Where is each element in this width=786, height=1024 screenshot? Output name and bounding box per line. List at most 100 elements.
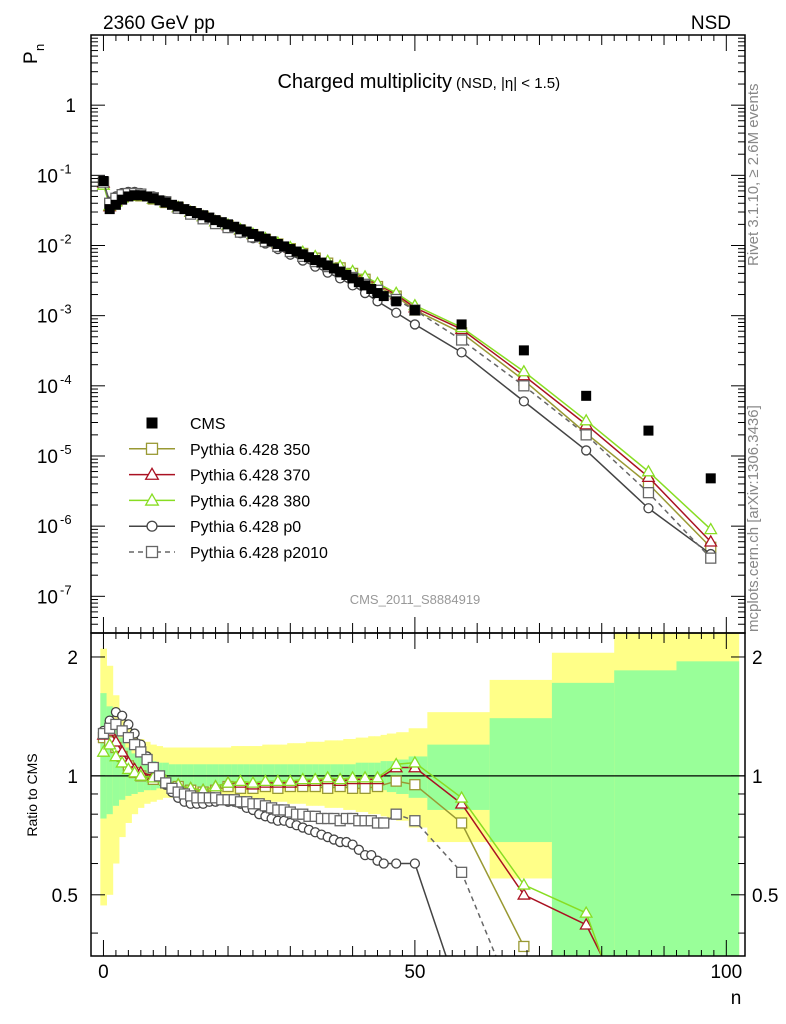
- mc-point: [703, 534, 718, 547]
- cms-data-point: [166, 199, 177, 210]
- cms-data-point: [372, 288, 383, 299]
- y-tick-label: 10: [37, 377, 58, 398]
- cms-data-point: [341, 269, 352, 280]
- legend-entry: Pythia 6.428 380: [129, 492, 310, 510]
- cms-data-point: [291, 246, 302, 257]
- y-tick-label: 10: [37, 587, 58, 608]
- analysis-watermark: CMS_2011_S8884919: [350, 592, 481, 607]
- cms-data-point: [117, 194, 128, 205]
- ratio-point: [359, 782, 371, 794]
- ratio-point: [283, 774, 298, 787]
- ratio-point: [115, 755, 130, 768]
- cms-data-point: [247, 228, 258, 239]
- cms-data-point: [310, 255, 321, 266]
- ratio-y-tick-label-right: 2: [752, 648, 763, 669]
- y-tick-label: 10: [37, 307, 58, 328]
- cms-data-point: [241, 226, 252, 237]
- mc-point: [409, 319, 421, 330]
- legend-marker: [146, 520, 158, 532]
- legend: CMS Pythia 6.428 350 Pythia 6.428 370 Pythi…: [129, 416, 328, 562]
- cms-data-point: [223, 219, 234, 230]
- cms-data-point: [135, 190, 146, 201]
- ratio-point: [320, 770, 335, 783]
- ratio-point: [409, 779, 421, 791]
- cms-data-point: [198, 210, 209, 221]
- header-left-label: 2360 GeV pp: [103, 13, 215, 34]
- cms-data-point: [304, 252, 314, 263]
- ratio-point: [116, 725, 128, 737]
- cms-data-point: [98, 176, 109, 187]
- mc-point: [703, 522, 718, 535]
- cms-data-point: [297, 249, 308, 260]
- cms-data-point: [191, 208, 202, 219]
- y-tick-exponent: -2: [60, 231, 72, 246]
- stat-uncertainty-band: [614, 670, 677, 956]
- ratio-point: [454, 790, 469, 803]
- legend-label: Pythia 6.428 p2010: [190, 545, 328, 562]
- legend-label: Pythia 6.428 370: [190, 468, 310, 485]
- ratio-point: [116, 710, 128, 721]
- ratio-point: [258, 774, 273, 787]
- cms-data-point: [160, 197, 171, 208]
- ratio-point: [518, 940, 530, 953]
- main-title: Charged multiplicity: [277, 71, 452, 93]
- x-axis-label: n: [731, 988, 742, 1009]
- header-right-label: NSD: [691, 13, 731, 34]
- ratio-y-axis-label: Ratio to CMS: [24, 753, 40, 836]
- cms-data-point: [391, 296, 402, 307]
- ratio-point: [366, 850, 377, 861]
- y-tick-label: 1: [65, 96, 76, 117]
- stat-uncertainty-band: [112, 724, 120, 806]
- mc-point: [517, 364, 531, 377]
- ratio-point: [270, 774, 285, 787]
- cms-data-point: [142, 191, 153, 202]
- ratio-point: [246, 775, 260, 788]
- cms-data-point: [518, 345, 529, 356]
- mc-point: [581, 445, 592, 456]
- x-tick-label: 0: [98, 962, 109, 983]
- cms-data-point: [353, 277, 364, 288]
- cms-data-point: [456, 319, 467, 330]
- ratio-point: [135, 746, 147, 758]
- legend-marker: [144, 492, 160, 506]
- y-tick-label: 10: [37, 166, 58, 187]
- ratio-point: [102, 737, 117, 750]
- stat-uncertainty-band: [489, 718, 553, 843]
- ratio-point: [141, 753, 153, 766]
- ratio-point: [517, 887, 531, 900]
- mc-point: [580, 429, 592, 441]
- ratio-point: [110, 718, 122, 731]
- ratio-point: [345, 770, 360, 783]
- legend-entry: Pythia 6.428 p0: [129, 519, 301, 536]
- legend-entry: Pythia 6.428 370: [129, 466, 310, 485]
- ratio-point: [391, 858, 402, 869]
- stat-uncertainty-band: [119, 737, 126, 800]
- cms-data-point: [347, 273, 358, 284]
- legend-marker: [145, 442, 159, 455]
- legend-entry: CMS: [146, 416, 226, 433]
- y-tick-label: 10: [37, 447, 58, 468]
- cms-data-point: [210, 215, 221, 226]
- mc-point: [391, 307, 402, 318]
- cms-data-point: [185, 206, 196, 217]
- ratio-point: [455, 817, 468, 829]
- x-tick-label: 50: [404, 962, 425, 983]
- cms-data-point: [260, 233, 271, 244]
- ratio-point: [109, 749, 123, 762]
- stat-uncertainty-band: [551, 682, 615, 956]
- ratio-y-tick-label-right: 1: [752, 767, 763, 788]
- ratio-point: [455, 866, 468, 878]
- y-tick-exponent: -7: [60, 582, 72, 597]
- cms-data-point: [378, 291, 389, 302]
- ratio-point: [221, 775, 235, 788]
- ratio-point: [147, 761, 159, 774]
- mc-point: [518, 396, 530, 407]
- ratio-point: [389, 757, 404, 770]
- ratio-y-tick-label: 2: [67, 648, 78, 669]
- y-tick-exponent: -6: [60, 512, 72, 527]
- cms-data-point: [173, 201, 184, 212]
- ratio-point: [122, 731, 135, 744]
- ratio-point: [322, 782, 334, 794]
- cms-data-point: [266, 236, 277, 247]
